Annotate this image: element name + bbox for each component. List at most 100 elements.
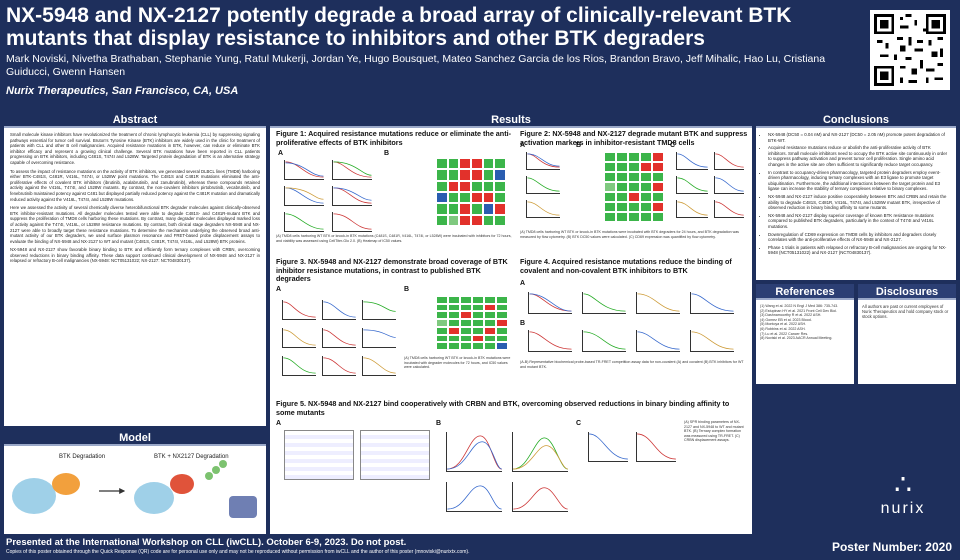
heatmap-cell	[652, 152, 664, 162]
heatmap-cell	[471, 203, 483, 215]
heatmap-cell	[460, 296, 472, 304]
crbn-displacement-plot	[588, 432, 628, 462]
heatmap-cell	[604, 182, 616, 192]
viability-plot	[282, 356, 316, 376]
ic50-heatmap	[436, 158, 506, 226]
reference-item: (7) Lu et al. 2022 Cancer Res.	[760, 331, 809, 336]
dc50-heatmap	[604, 152, 664, 222]
heatmap-cell	[484, 319, 496, 327]
viability-plot	[322, 356, 356, 376]
conclusions-section: Conclusions NX-5948 (DC50 = 0.04 nM) and…	[756, 112, 956, 280]
heatmap-cell	[448, 296, 460, 304]
binding-curve-plot	[690, 292, 734, 314]
heatmap-cell	[471, 191, 483, 204]
panel-label: A	[276, 286, 282, 293]
reference-item: (2) Estupinan HY et al. 2021 Front Cell …	[760, 308, 838, 313]
heatmap-cell	[640, 182, 652, 192]
binding-curve-plot	[636, 330, 680, 352]
ternary-complex-plot	[446, 482, 502, 512]
panel-label: B	[576, 142, 582, 149]
heatmap-cell	[471, 180, 483, 192]
panel-label: A	[520, 142, 526, 149]
dose-response-plot	[284, 212, 324, 232]
proteasome-shape	[229, 496, 257, 518]
panel-label: C	[670, 142, 676, 149]
viability-plot	[322, 328, 356, 348]
dose-response-plot	[284, 186, 324, 206]
heatmap-cell	[616, 172, 628, 182]
heatmap-cell	[459, 191, 471, 204]
heatmap-cell	[460, 334, 472, 343]
references-heading: References	[756, 284, 854, 300]
heatmap-cell	[482, 203, 495, 215]
panel-label: C	[576, 420, 582, 427]
figure-1-caption: (A) TMD8 cells harboring WT BTK or knock…	[276, 234, 512, 243]
heatmap-cell	[484, 334, 496, 343]
heatmap-cell	[472, 296, 484, 304]
author-list: Mark Noviski, Nivetha Brathaban, Stephan…	[6, 53, 826, 78]
heatmap-cell	[436, 158, 448, 170]
heatmap-cell	[472, 334, 484, 343]
heatmap-cell	[652, 202, 664, 212]
heatmap-cell	[482, 191, 495, 204]
heatmap-cell	[436, 311, 448, 320]
disclosures-heading: Disclosures	[858, 284, 956, 300]
heatmap-cell	[494, 203, 506, 215]
heatmap-cell	[484, 342, 496, 350]
heatmap-cell	[616, 162, 628, 172]
cd69-plot	[676, 200, 708, 218]
heatmap-cell	[436, 296, 448, 304]
heatmap-cell	[628, 182, 640, 192]
panel-label: B	[384, 150, 390, 157]
heatmap-cell	[436, 342, 448, 350]
heatmap-cell	[472, 303, 484, 312]
viability-plot	[322, 300, 356, 320]
heatmap-cell	[459, 180, 471, 192]
heatmap-cell	[628, 152, 640, 162]
degradation-plot	[526, 200, 560, 218]
binding-curve-plot	[528, 330, 572, 352]
heatmap-cell	[448, 326, 460, 335]
poster-footer: Presented at the International Workshop …	[0, 536, 960, 560]
binding-curve-plot	[636, 292, 680, 314]
abstract-heading: Abstract	[4, 112, 266, 128]
heatmap-cell	[447, 191, 460, 204]
heatmap-cell	[616, 152, 628, 162]
heatmap-cell	[460, 342, 472, 350]
mechanism-diagram: BTK Degradation BTK + NX2127 Degradation	[12, 454, 257, 518]
poster-number: Poster Number: 2020	[831, 540, 952, 554]
heatmap-cell	[604, 162, 616, 172]
heatmap-cell	[640, 162, 652, 172]
conclusions-heading: Conclusions	[756, 112, 956, 128]
heatmap-cell	[496, 303, 508, 312]
heatmap-cell	[496, 311, 508, 320]
heatmap-cell	[616, 212, 628, 222]
heatmap-cell	[482, 180, 495, 192]
presentation-notice: Presented at the International Workshop …	[6, 537, 407, 548]
heatmap-cell	[482, 214, 495, 226]
heatmap-cell	[448, 334, 460, 343]
reference-item: (8) Noviski et al. 2023 AACR Annual Meet…	[760, 336, 833, 341]
heatmap-cell	[628, 212, 640, 222]
conclusion-item: NX-5948 and NX-2127 induce positive coop…	[768, 194, 950, 211]
binding-curve-plot	[528, 292, 572, 314]
conclusion-item: NX-5948 and NX-2127 display superior cov…	[768, 213, 950, 230]
degradation-plot	[526, 152, 560, 170]
heatmap-cell	[459, 158, 471, 170]
figure-2-title: Figure 2: NX-5948 and NX-2127 degrade mu…	[520, 129, 748, 147]
heatmap-cell	[616, 202, 628, 212]
spr-table	[284, 430, 354, 480]
figure-1-title: Figure 1: Acquired resistance mutations …	[276, 129, 511, 147]
heatmap-cell	[471, 158, 483, 170]
conclusion-item: NX-5948 (DC50 = 0.04 nM) and NX-2127 (DC…	[768, 132, 950, 143]
disclosures-text: All authors are past or current employee…	[862, 304, 949, 320]
poster-header: NX-5948 and NX-2127 potently degrade a b…	[0, 0, 960, 108]
binding-curve-plot	[582, 330, 626, 352]
heatmap-cell	[447, 214, 460, 226]
viability-plot	[362, 328, 396, 348]
heatmap-cell	[640, 202, 652, 212]
heatmap-cell	[436, 180, 448, 192]
heatmap-cell	[460, 303, 472, 312]
qr-code-icon[interactable]	[870, 10, 950, 90]
heatmap-cell	[494, 214, 506, 226]
